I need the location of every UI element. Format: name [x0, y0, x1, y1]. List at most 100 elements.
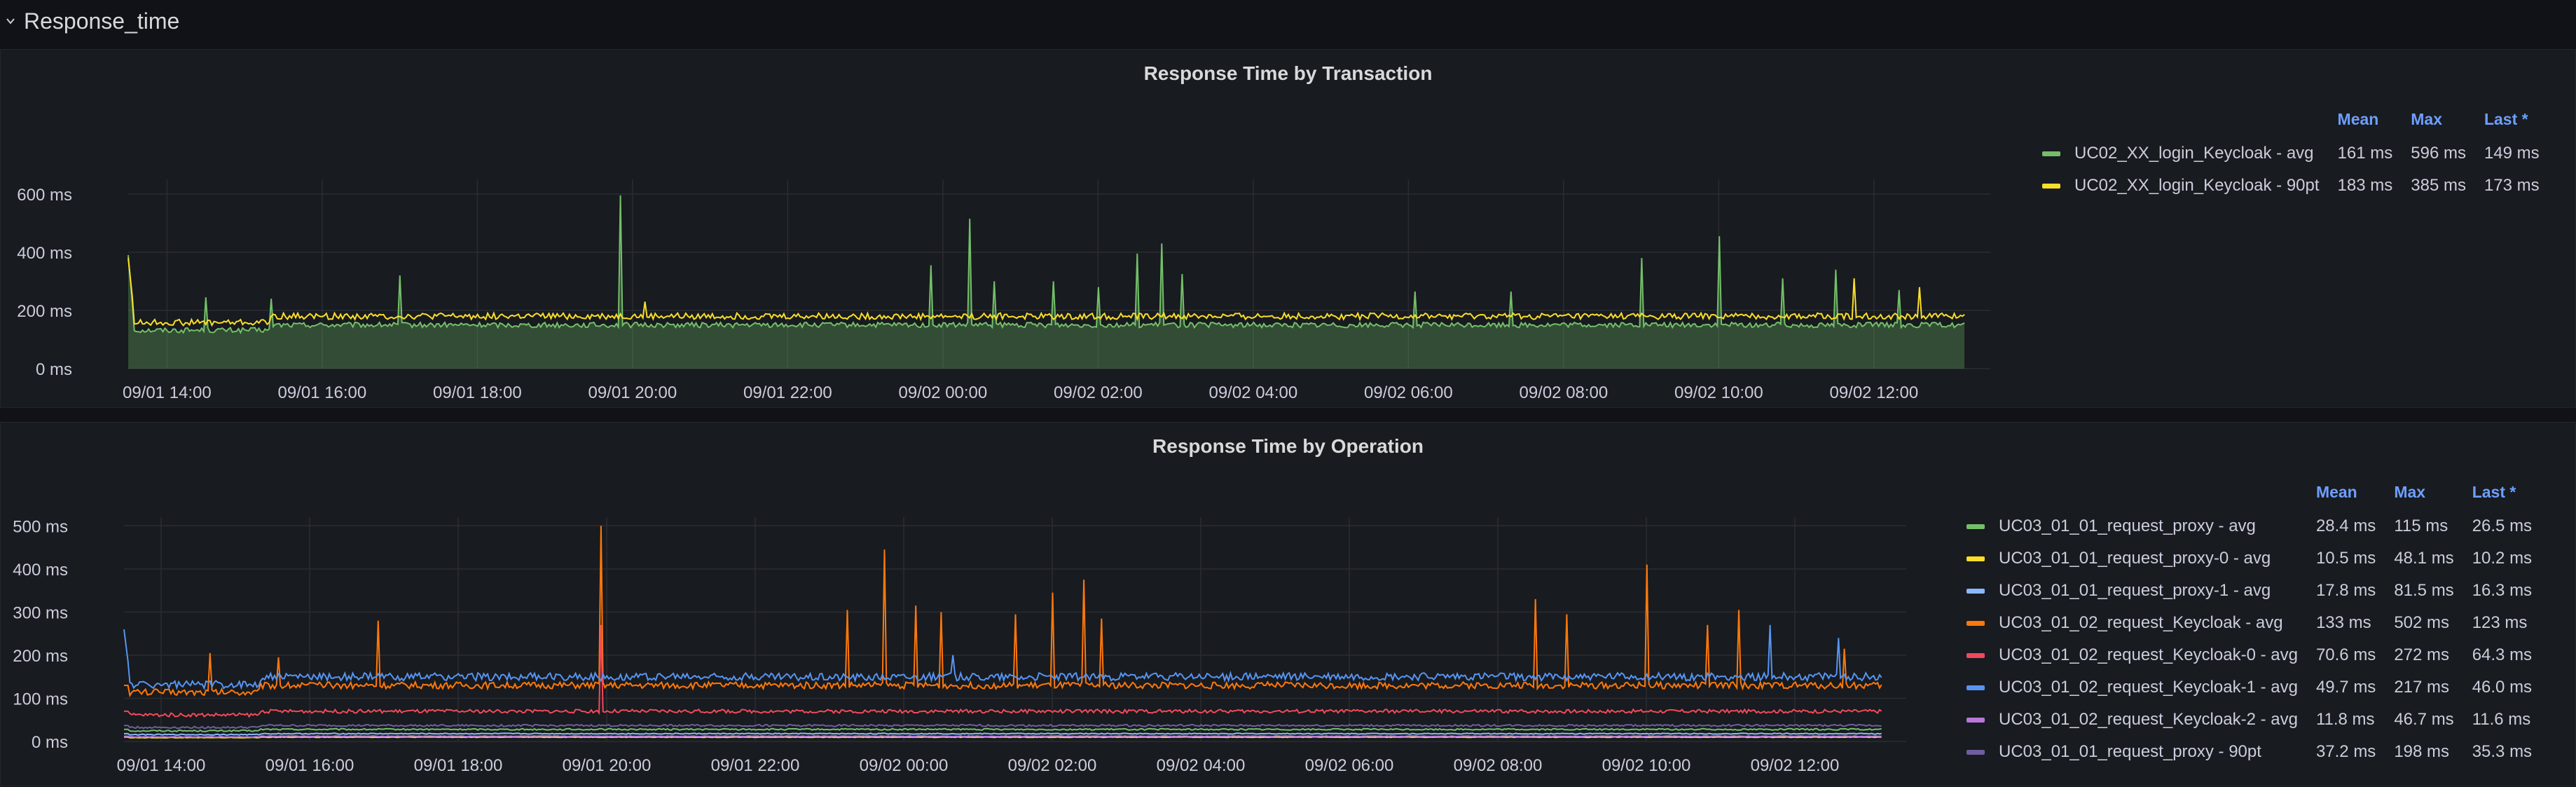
legend-series-name[interactable]: UC03_01_01_request_proxy-0 - avg	[1962, 542, 2316, 575]
x-tick-label: 09/01 16:00	[277, 383, 366, 402]
legend-max-value: 81.5 ms	[2394, 581, 2454, 600]
legend-series-name[interactable]: UC03_01_01_request_proxy - 90pt	[1962, 736, 2316, 768]
x-tick-label: 09/02 02:00	[1008, 756, 1097, 775]
legend-header-last[interactable]: Last *	[2472, 483, 2516, 501]
legend-series-name[interactable]: UC03_01_02_request_Keycloak-2 - avg	[1962, 704, 2316, 736]
legend-row[interactable]: UC03_01_01_request_proxy-1 - avg 17.8 ms 8…	[1962, 575, 2550, 607]
legend-mean-value: 161 ms	[2337, 144, 2393, 163]
legend-color-swatch[interactable]	[1967, 653, 1985, 659]
chart-grid	[128, 179, 1990, 369]
series-5[interactable]	[123, 624, 1882, 690]
legend-color-swatch[interactable]	[1967, 750, 1985, 755]
legend-header-mean[interactable]: Mean	[2315, 483, 2357, 501]
chart-response-time-by-transaction[interactable]: 0 ms 200 ms 400 ms 600 ms 09/01 14:00 09/01 1…	[1, 50, 2018, 409]
series-3[interactable]	[124, 526, 1882, 697]
legend-row[interactable]: UC03_01_02_request_Keycloak-1 - avg 49.7 …	[1962, 671, 2550, 704]
y-tick-label: 300 ms	[13, 603, 68, 622]
legend-header-max[interactable]: Max	[2394, 483, 2426, 501]
x-tick-label: 09/01 14:00	[117, 756, 206, 775]
x-tick-label: 09/02 12:00	[1829, 383, 1918, 402]
legend-series-name[interactable]: UC03_01_02_request_Keycloak - avg	[1962, 607, 2316, 639]
legend-last-value: 11.6 ms	[2472, 710, 2531, 729]
legend-series-label: UC03_01_02_request_Keycloak-2 - avg	[1999, 710, 2298, 729]
legend-last-value: 10.2 ms	[2472, 549, 2533, 568]
legend-series-label: UC03_01_01_request_proxy-1 - avg	[1999, 581, 2271, 600]
legend-header-mean[interactable]: Mean	[2337, 110, 2379, 128]
legend-row[interactable]: UC02_XX_login_Keycloak - avg 161 ms 596 ms…	[2038, 137, 2558, 170]
x-tick-label: 09/02 10:00	[1602, 756, 1691, 775]
legend-series-name[interactable]: UC02_XX_login_Keycloak - avg	[2038, 137, 2338, 170]
legend-color-swatch[interactable]	[1967, 524, 1985, 530]
series-7[interactable]	[124, 723, 1882, 730]
legend-color-swatch[interactable]	[1967, 718, 1985, 723]
legend-row[interactable]: UC03_01_02_request_Keycloak - avg 133 ms 5…	[1962, 607, 2550, 639]
x-tick-label: 09/01 20:00	[563, 756, 652, 775]
x-tick-label: 09/01 20:00	[588, 383, 677, 402]
legend-row[interactable]: UC02_XX_login_Keycloak - 90pt 183 ms 385 m…	[2038, 170, 2558, 202]
legend-series-label: UC03_01_02_request_Keycloak - avg	[1999, 613, 2283, 632]
series-line[interactable]	[123, 624, 1882, 690]
legend-row[interactable]: UC03_01_01_request_proxy - avg 28.4 ms 115…	[1962, 510, 2550, 542]
series-4[interactable]	[124, 624, 1882, 718]
legend-header-max[interactable]: Max	[2411, 110, 2442, 128]
series-line[interactable]	[124, 735, 1882, 738]
y-tick-label: 200 ms	[13, 647, 68, 666]
series-0[interactable]	[124, 727, 1882, 732]
panel-response-time-by-operation[interactable]: Response Time by Operation 0 ms 100 ms 200…	[0, 422, 2576, 786]
series-line[interactable]	[124, 727, 1882, 732]
series-line[interactable]	[128, 195, 1965, 334]
legend-header-last[interactable]: Last *	[2484, 110, 2528, 128]
row-header[interactable]: Response_time	[0, 0, 2576, 42]
legend-max-value: 272 ms	[2394, 645, 2450, 664]
legend-table: Mean Max Last * UC02_XX_login_Keycloak -…	[2038, 110, 2558, 202]
y-tick-label: 200 ms	[17, 302, 72, 321]
legend-color-swatch[interactable]	[2042, 184, 2060, 189]
legend-header-name	[2038, 110, 2338, 137]
chevron-down-icon[interactable]	[6, 16, 15, 26]
series-line[interactable]	[128, 258, 1965, 327]
legend-mean-value: 10.5 ms	[2315, 549, 2376, 568]
legend-color-swatch[interactable]	[1967, 685, 1985, 691]
legend-mean-value: 28.4 ms	[2315, 516, 2376, 535]
legend-row[interactable]: UC03_01_02_request_Keycloak-0 - avg 70.6 …	[1962, 639, 2550, 671]
panel-response-time-by-transaction[interactable]: Response Time by Transaction 0 ms 200 ms 4…	[0, 49, 2576, 408]
legend-series-label: UC02_XX_login_Keycloak - avg	[2074, 144, 2314, 163]
legend-row[interactable]: UC03_01_01_request_proxy-0 - avg 10.5 ms 4…	[1962, 542, 2550, 575]
legend-series-name[interactable]: UC03_01_02_request_Keycloak-0 - avg	[1962, 639, 2316, 671]
legend-last-value: 26.5 ms	[2472, 516, 2533, 535]
legend-max-value: 46.7 ms	[2394, 710, 2454, 729]
legend-series-name[interactable]: UC03_01_02_request_Keycloak-1 - avg	[1962, 671, 2316, 704]
series-line[interactable]	[124, 732, 1882, 736]
legend-row[interactable]: UC03_01_02_request_Keycloak-2 - avg 11.8 …	[1962, 704, 2550, 736]
legend-mean-value: 49.7 ms	[2315, 678, 2376, 697]
series-6[interactable]	[124, 735, 1882, 738]
legend-color-swatch[interactable]	[1967, 589, 1985, 594]
series-line[interactable]	[124, 723, 1882, 730]
legend-last-value: 123 ms	[2472, 613, 2528, 632]
series-line[interactable]	[124, 526, 1882, 697]
chart-response-time-by-operation[interactable]: 0 ms 100 ms 200 ms 300 ms 400 ms 500 ms 09/01 …	[1, 423, 1941, 787]
panel-title[interactable]: Response Time by Operation	[1152, 435, 1424, 457]
legend-series-label: UC03_01_02_request_Keycloak-0 - avg	[1999, 645, 2298, 664]
legend-series-name[interactable]: UC03_01_01_request_proxy-1 - avg	[1962, 575, 2316, 607]
x-tick-label: 09/01 22:00	[743, 383, 832, 402]
legend-row[interactable]: UC03_01_01_request_proxy - 90pt 37.2 ms 19…	[1962, 736, 2550, 768]
x-tick-label: 09/02 06:00	[1305, 756, 1394, 775]
series-line[interactable]	[124, 624, 1882, 718]
legend-color-swatch[interactable]	[1967, 556, 1985, 562]
y-tick-label: 100 ms	[13, 690, 68, 709]
series-0[interactable]	[128, 195, 1965, 369]
series-2[interactable]	[124, 732, 1882, 736]
y-tick-label: 600 ms	[17, 186, 72, 205]
panel-title[interactable]: Response Time by Transaction	[1143, 62, 1433, 84]
series-1[interactable]	[128, 258, 1965, 327]
legend-series-name[interactable]: UC02_XX_login_Keycloak - 90pt	[2038, 170, 2338, 202]
legend-color-swatch[interactable]	[1967, 621, 1985, 627]
legend-mean-value: 11.8 ms	[2315, 710, 2375, 729]
y-tick-label: 0 ms	[32, 733, 68, 752]
legend-series-name[interactable]: UC03_01_01_request_proxy - avg	[1962, 510, 2316, 542]
legend-color-swatch[interactable]	[2042, 151, 2060, 157]
x-tick-label: 09/01 16:00	[266, 756, 354, 775]
legend-mean-value: 17.8 ms	[2315, 581, 2376, 600]
legend-last-value: 64.3 ms	[2472, 645, 2533, 664]
